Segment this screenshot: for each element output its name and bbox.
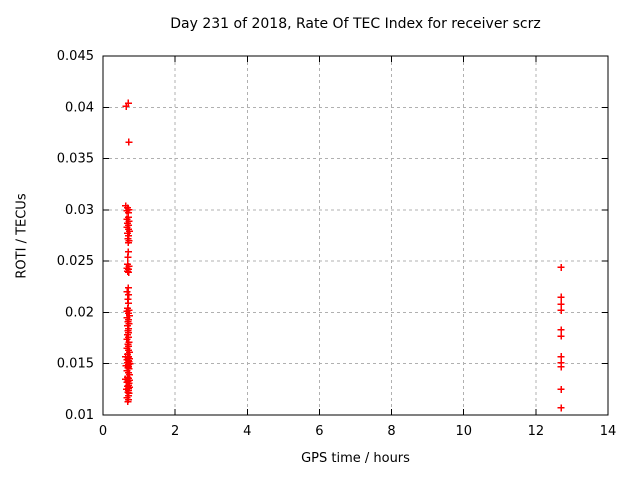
data-point: [557, 385, 565, 393]
data-point: [124, 284, 132, 292]
y-tick-label: 0.045: [57, 49, 94, 64]
data-point: [124, 267, 132, 275]
data-point: [557, 326, 565, 334]
data-point: [125, 268, 133, 276]
y-tick-label: 0.02: [65, 305, 94, 320]
x-tick-label: 0: [99, 424, 107, 439]
data-point: [557, 353, 565, 361]
y-tick-label: 0.01: [65, 408, 94, 423]
data-point: [122, 102, 130, 110]
y-tick-label: 0.03: [65, 203, 94, 218]
x-tick-label: 2: [171, 424, 179, 439]
x-axis-label: GPS time / hours: [301, 451, 410, 466]
data-point: [124, 398, 132, 406]
data-point: [124, 239, 132, 247]
x-tick-label: 8: [387, 424, 395, 439]
data-point: [557, 306, 565, 314]
x-tick-label: 6: [315, 424, 323, 439]
y-tick-label: 0.015: [57, 357, 94, 372]
plot-border: [102, 55, 609, 416]
y-tick-label: 0.04: [65, 100, 94, 115]
y-tick-label: 0.035: [57, 152, 94, 167]
chart-title: Day 231 of 2018, Rate Of TEC Index for r…: [170, 16, 541, 32]
y-tick-label: 0.025: [57, 254, 94, 269]
data-point: [557, 332, 565, 340]
data-point: [557, 263, 565, 271]
x-tick-label: 4: [243, 424, 251, 439]
data-point: [557, 363, 565, 371]
data-point: [124, 253, 132, 261]
x-tick-label: 14: [600, 424, 617, 439]
data-point: [557, 300, 565, 308]
data-point: [557, 293, 565, 301]
x-tick-label: 10: [455, 424, 472, 439]
data-point: [125, 138, 133, 146]
x-tick-label: 12: [528, 424, 545, 439]
data-point: [557, 404, 565, 412]
